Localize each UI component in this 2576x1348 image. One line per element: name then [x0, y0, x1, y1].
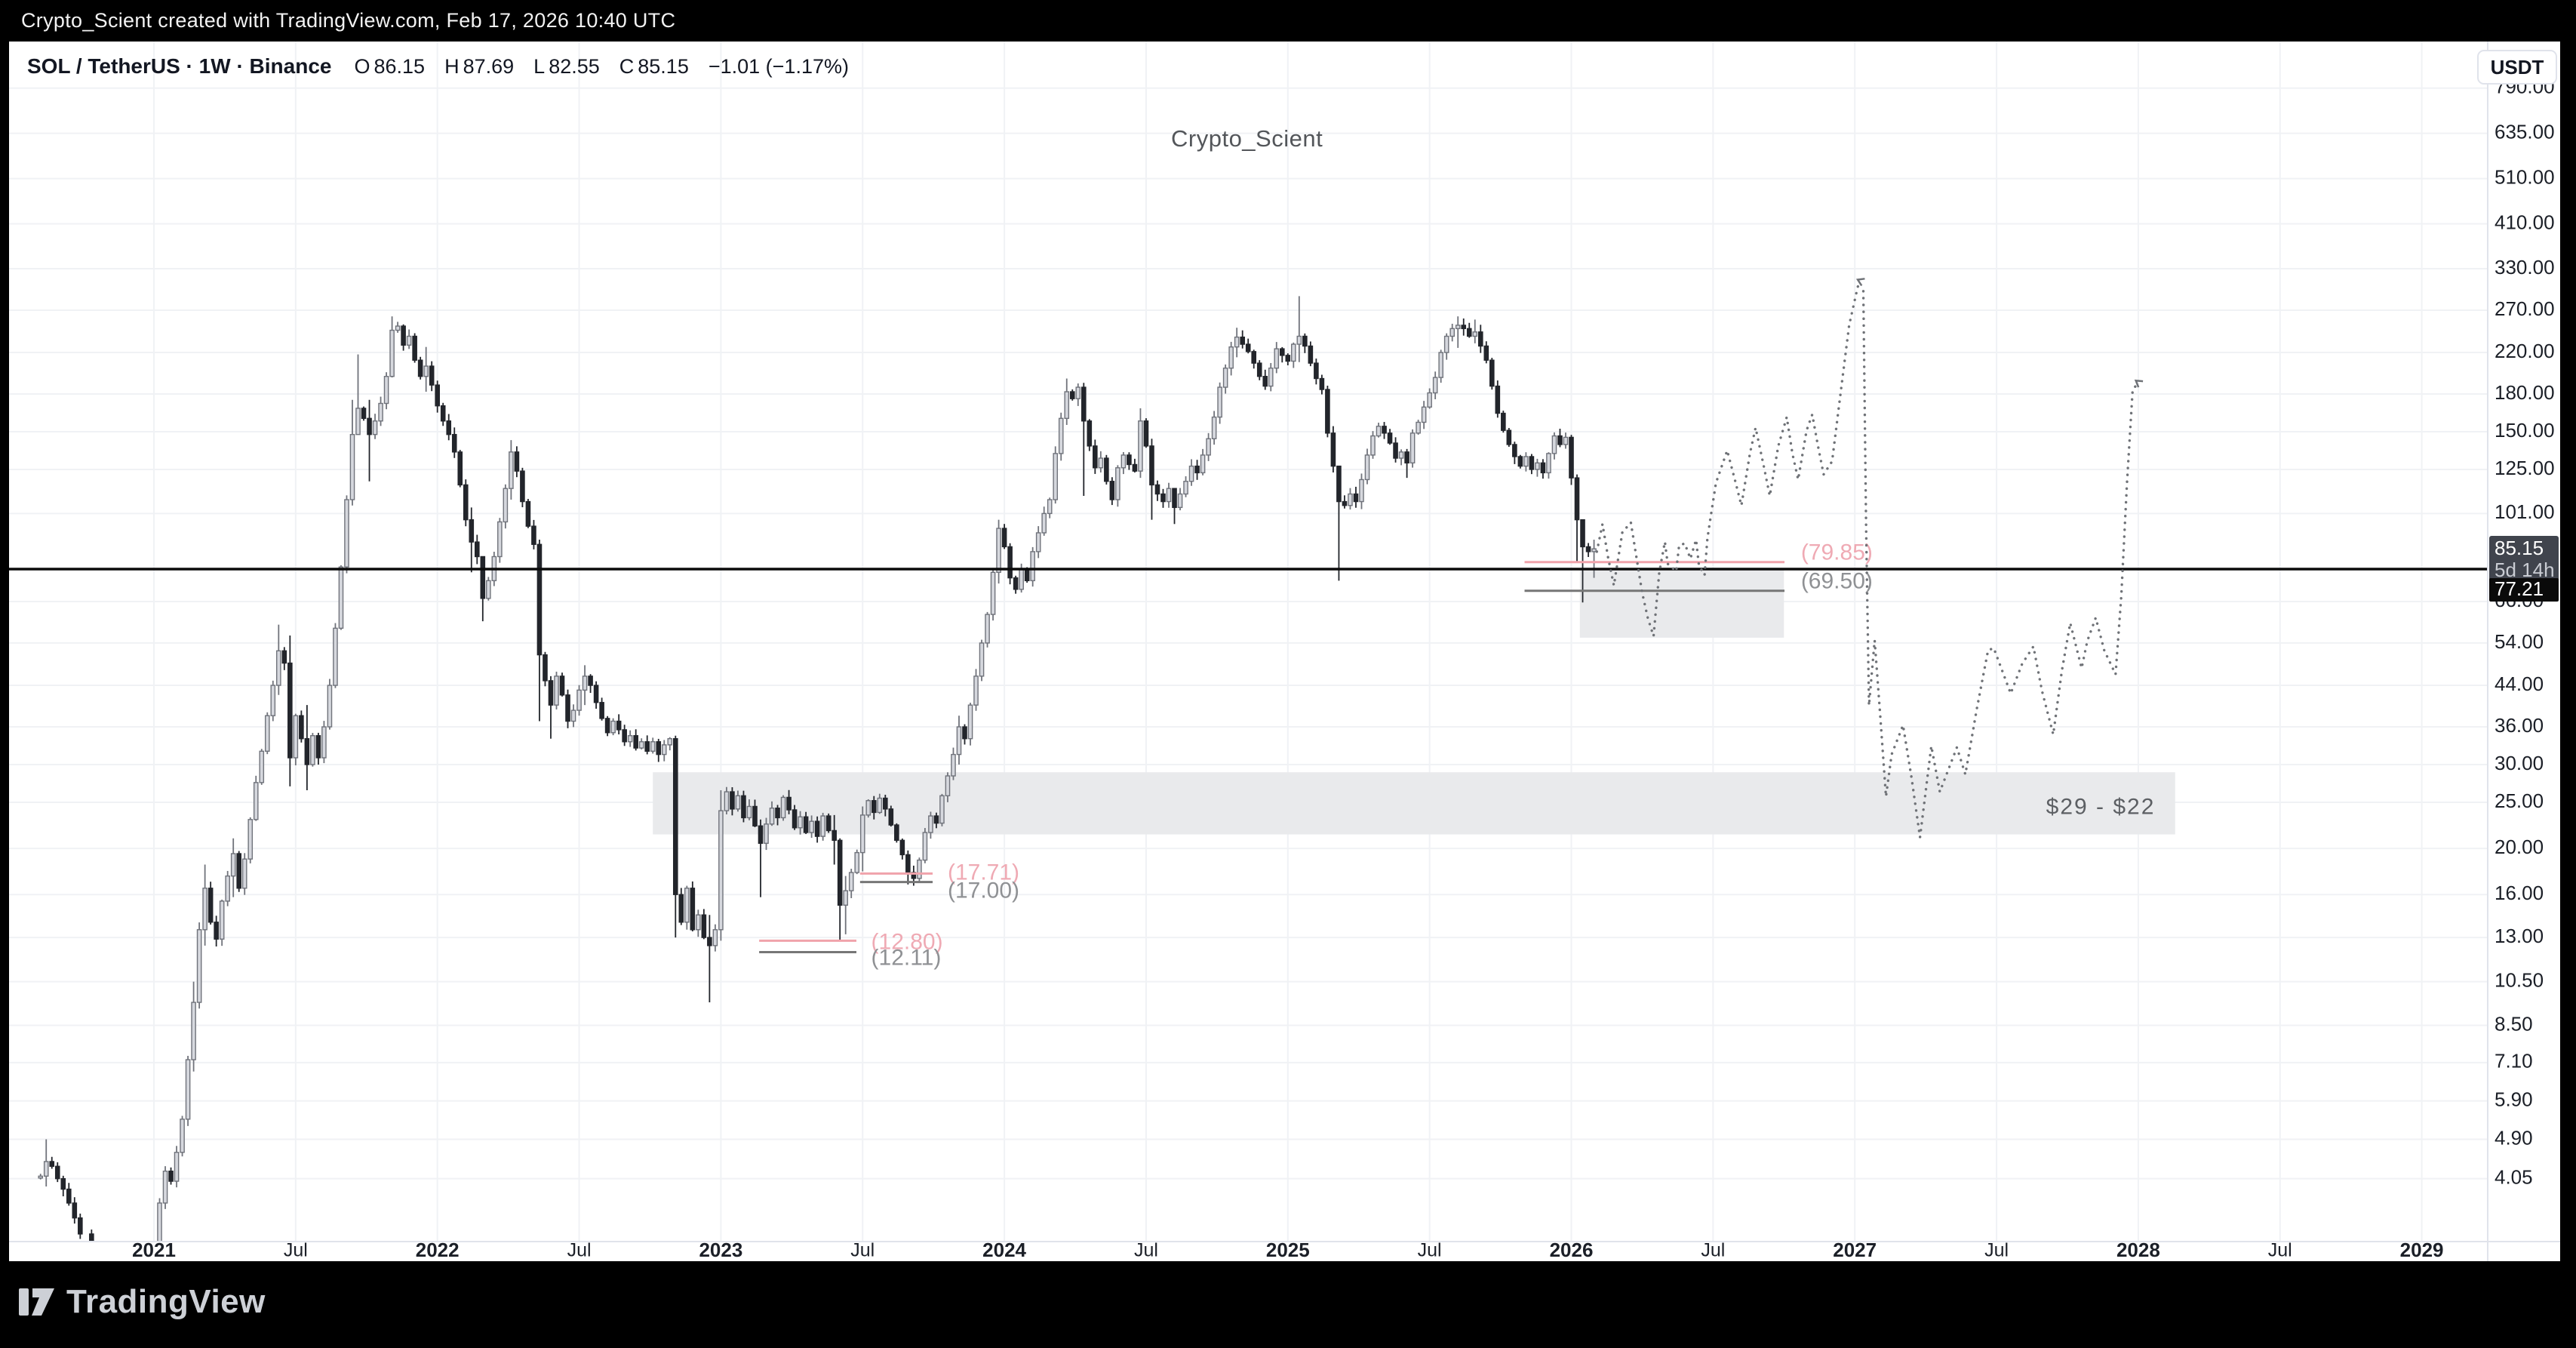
symbol-title: SOL / TetherUS · 1W · Binance — [27, 54, 332, 78]
currency-toggle-button[interactable]: USDT — [2477, 50, 2557, 85]
price-axis[interactable] — [2488, 91, 2560, 1242]
attribution-bar: Crypto_Scient created with TradingView.c… — [0, 0, 2576, 42]
chart-plot-area[interactable] — [9, 91, 2488, 1242]
tradingview-logo: TradingView — [18, 1283, 266, 1321]
tradingview-icon — [19, 1288, 54, 1316]
ohlc-low: L 82.55 — [533, 55, 600, 78]
attribution-text: Crypto_Scient created with TradingView.c… — [21, 9, 676, 32]
ohlc-open: O 86.15 — [354, 55, 426, 78]
tradingview-wordmark: TradingView — [66, 1283, 266, 1320]
ohlc-high: H 87.69 — [444, 55, 515, 78]
change-value: −1.01 (−1.17%) — [708, 55, 849, 78]
time-axis[interactable] — [9, 1242, 2488, 1261]
watermark: Crypto_Scient — [1171, 125, 1323, 152]
ohlc-values: O 86.15 H 87.69 L 82.55 C 85.15 −1.01 (−1.17… — [354, 55, 849, 78]
symbol-header: SOL / TetherUS · 1W · Binance O 86.15 H 87… — [27, 54, 849, 78]
ohlc-close: C 85.15 — [619, 55, 689, 78]
